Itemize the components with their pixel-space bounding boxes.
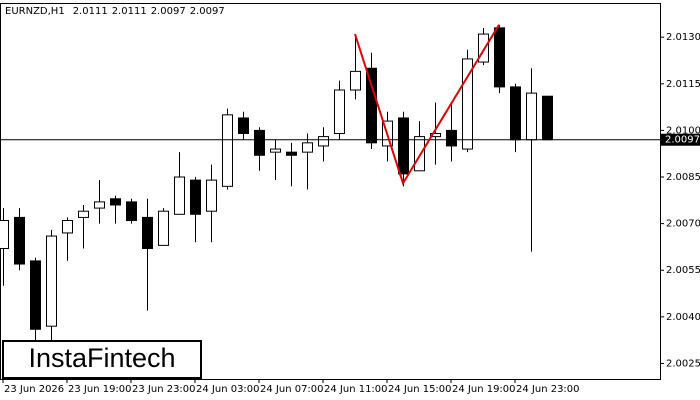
candle-body [462, 58, 473, 150]
candle-body [302, 142, 313, 153]
x-tick-label: 24 Jun 11:00 [324, 384, 388, 395]
candle-body [142, 216, 153, 249]
x-tick-label: 23 Jun 2026 [4, 384, 64, 395]
candle-body [270, 148, 281, 153]
candle-body [94, 201, 105, 209]
y-tick-label: 2.0040 [666, 312, 700, 323]
candle-body [494, 27, 505, 88]
candle-body [0, 220, 9, 249]
candle-body [30, 260, 41, 330]
candle-body [542, 95, 553, 141]
candle-body [62, 220, 73, 234]
candle-body [430, 133, 441, 138]
x-tick-label: 24 Jun 19:00 [452, 384, 516, 395]
candle-body [14, 216, 25, 265]
y-tick-label: 2.0025 [666, 358, 700, 369]
current-price-label: 2.0097 [665, 135, 700, 146]
x-tick-label: 24 Jun 07:00 [260, 384, 324, 395]
candle-body [110, 198, 121, 206]
candle-body [350, 70, 361, 91]
x-tick-label: 23 Jun 23:00 [132, 384, 196, 395]
y-tick-label: 2.0085 [666, 172, 700, 183]
candle-body [174, 176, 185, 215]
candle-body [526, 92, 537, 141]
y-tick-label: 2.0100 [666, 125, 700, 136]
watermark: InstaFintech [28, 343, 175, 373]
candle-body [446, 129, 457, 147]
candle-body [126, 201, 137, 222]
x-tick-label: 24 Jun 23:00 [516, 384, 580, 395]
header-value: 2.0111 [73, 6, 108, 17]
candle-body [238, 117, 249, 135]
current-price-box [661, 133, 700, 146]
header: EURNZD,H1 [5, 6, 65, 17]
candle-body [286, 151, 297, 156]
candle-body [366, 67, 377, 144]
candle-body [398, 117, 409, 175]
x-tick-label: 23 Jun 19:00 [68, 384, 132, 395]
symbol: EURNZD,H1 [5, 6, 65, 17]
candle-body [158, 210, 169, 246]
candle-body [78, 210, 89, 218]
candle-body [318, 136, 329, 147]
plot-frame [0, 3, 661, 380]
candle-body [510, 86, 521, 141]
header-value: 2.0097 [151, 6, 186, 17]
candle-body [46, 235, 57, 327]
pattern-line [354, 24, 500, 186]
header-value: 2.0097 [190, 6, 225, 17]
candle-body [254, 129, 265, 156]
watermark-box [2, 340, 202, 379]
y-tick-label: 2.0130 [666, 32, 700, 43]
candle-body [478, 33, 489, 63]
candle-body [414, 136, 425, 172]
x-tick-label: 24 Jun 03:00 [196, 384, 260, 395]
candle-body [206, 179, 217, 212]
header-value: 2.0111 [112, 6, 147, 17]
candle-body [190, 179, 201, 215]
x-tick-label: 24 Jun 15:00 [388, 384, 452, 395]
candle-body [334, 89, 345, 135]
y-tick-label: 2.0115 [666, 79, 700, 90]
y-tick-label: 2.0055 [666, 265, 700, 276]
candle-body [222, 114, 233, 187]
y-tick-label: 2.0070 [666, 219, 700, 230]
